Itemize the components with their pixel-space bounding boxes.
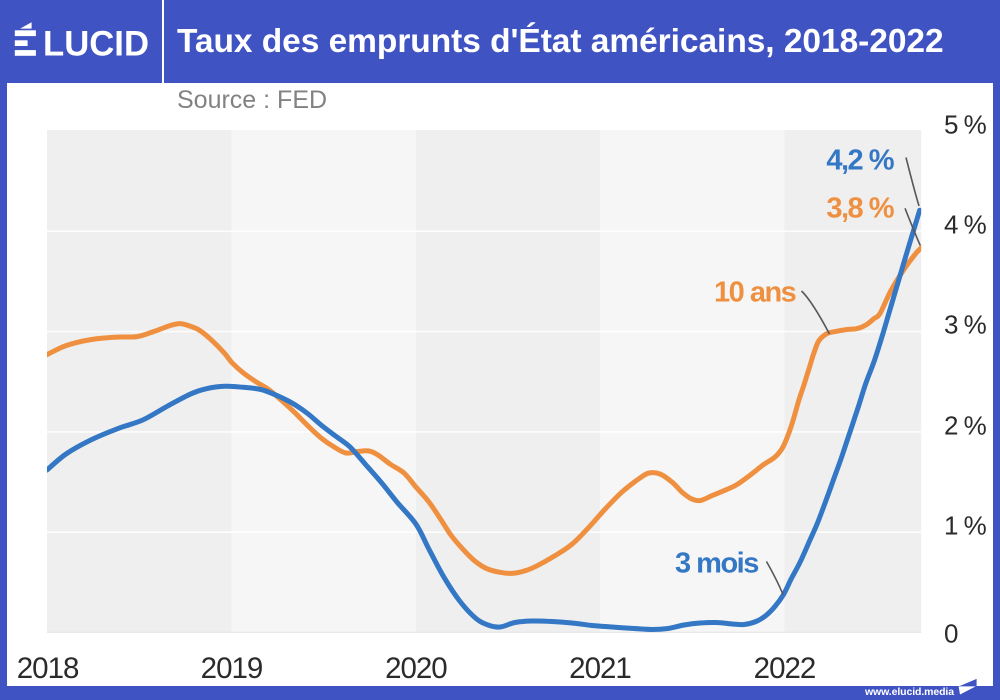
svg-text:LUCID: LUCID	[43, 25, 149, 64]
